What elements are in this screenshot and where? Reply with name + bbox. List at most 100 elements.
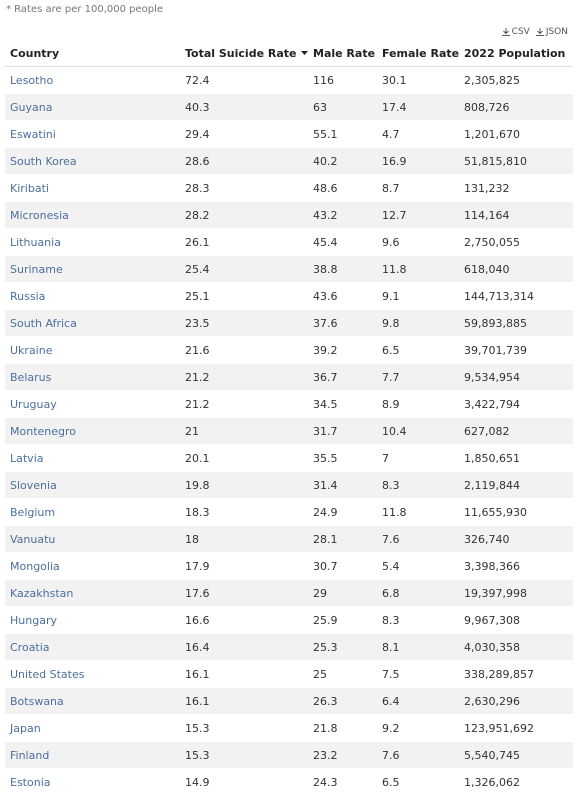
- cell: 6.4: [377, 687, 459, 715]
- country-link[interactable]: Montenegro: [5, 417, 180, 445]
- sort-icon: [301, 51, 309, 55]
- country-link[interactable]: Latvia: [5, 444, 180, 472]
- cell: 72.4: [180, 66, 308, 94]
- table-row: Japan 15.3 21.8 9.2 123,951,692: [5, 714, 573, 742]
- data-table: Country Total Suicide Rate Male Rate Female…: [5, 41, 573, 796]
- cell: 21.8: [308, 714, 377, 742]
- cell: 29: [308, 579, 377, 607]
- cell: 1,850,651: [459, 444, 573, 472]
- cell: 23.2: [308, 741, 377, 769]
- cell: 19,397,998: [459, 579, 573, 607]
- cell: 21.6: [180, 336, 308, 364]
- cell: 40.2: [308, 147, 377, 175]
- cell: 26.3: [308, 687, 377, 715]
- cell: 51,815,810: [459, 147, 573, 175]
- cell: 16.4: [180, 633, 308, 661]
- cell: 2,630,296: [459, 687, 573, 715]
- table-row: Slovenia 19.8 31.4 8.3 2,119,844: [5, 471, 573, 499]
- country-link[interactable]: Ukraine: [5, 336, 180, 364]
- cell: 59,893,885: [459, 309, 573, 337]
- column-header[interactable]: Total Suicide Rate: [180, 41, 309, 67]
- country-link[interactable]: Guyana: [5, 93, 180, 121]
- table-row: Vanuatu 18 28.1 7.6 326,740: [5, 525, 573, 553]
- country-link[interactable]: Eswatini: [5, 120, 180, 148]
- cell: 11.8: [377, 498, 459, 526]
- header-row: Country Total Suicide Rate Male Rate Female…: [5, 41, 573, 67]
- country-link[interactable]: Estonia: [5, 768, 180, 796]
- table-body: Lesotho 72.4 116 30.1 2,305,825 Guyana 40.3 63 1…: [5, 66, 573, 796]
- cell: 2,119,844: [459, 471, 573, 499]
- cell: 10.4: [377, 417, 459, 445]
- cell: 1,326,062: [459, 768, 573, 796]
- country-link[interactable]: Slovenia: [5, 471, 180, 499]
- country-link[interactable]: Kiribati: [5, 174, 180, 202]
- cell: 25.3: [308, 633, 377, 661]
- download-label: CSV: [511, 27, 530, 37]
- country-link[interactable]: United States: [5, 660, 180, 688]
- column-header[interactable]: Male Rate: [308, 41, 377, 67]
- table-row: Latvia 20.1 35.5 7 1,850,651: [5, 444, 573, 472]
- cell: 15.3: [180, 714, 308, 742]
- cell: 31.7: [308, 417, 377, 445]
- cell: 144,713,314: [459, 282, 573, 310]
- cell: 8.1: [377, 633, 459, 661]
- country-link[interactable]: Belarus: [5, 363, 180, 391]
- country-link[interactable]: Uruguay: [5, 390, 180, 418]
- cell: 9,534,954: [459, 363, 573, 391]
- country-link[interactable]: Russia: [5, 282, 180, 310]
- cell: 7: [377, 444, 459, 472]
- country-link[interactable]: Finland: [5, 741, 180, 769]
- country-link[interactable]: Lithuania: [5, 228, 180, 256]
- download-csv[interactable]: CSV: [501, 27, 530, 37]
- cell: 39.2: [308, 336, 377, 364]
- cell: 25.9: [308, 606, 377, 634]
- country-link[interactable]: South Korea: [5, 147, 180, 175]
- cell: 30.1: [377, 66, 459, 94]
- column-header[interactable]: Country: [5, 41, 180, 67]
- header-label: Male Rate: [313, 47, 376, 60]
- cell: 627,082: [459, 417, 573, 445]
- cell: 326,740: [459, 525, 573, 553]
- cell: 45.4: [308, 228, 377, 256]
- download-json[interactable]: JSON: [535, 27, 568, 37]
- cell: 8.3: [377, 471, 459, 499]
- table-row: Estonia 14.9 24.3 6.5 1,326,062: [5, 768, 573, 796]
- cell: 16.1: [180, 687, 308, 715]
- country-link[interactable]: South Africa: [5, 309, 180, 337]
- cell: 9,967,308: [459, 606, 573, 634]
- country-link[interactable]: Micronesia: [5, 201, 180, 229]
- country-link[interactable]: Japan: [5, 714, 180, 742]
- cell: 12.7: [377, 201, 459, 229]
- cell: 5,540,745: [459, 741, 573, 769]
- country-link[interactable]: Belgium: [5, 498, 180, 526]
- country-link[interactable]: Kazakhstan: [5, 579, 180, 607]
- table-row: Belgium 18.3 24.9 11.8 11,655,930: [5, 498, 573, 526]
- cell: 25: [308, 660, 377, 688]
- column-header[interactable]: 2022 Population: [459, 41, 573, 67]
- cell: 21: [180, 417, 308, 445]
- cell: 18: [180, 525, 308, 553]
- country-link[interactable]: Mongolia: [5, 552, 180, 580]
- country-link[interactable]: Vanuatu: [5, 525, 180, 553]
- table-row: Lesotho 72.4 116 30.1 2,305,825: [5, 66, 573, 94]
- country-link[interactable]: Hungary: [5, 606, 180, 634]
- cell: 2,750,055: [459, 228, 573, 256]
- table-row: Mongolia 17.9 30.7 5.4 3,398,366: [5, 552, 573, 580]
- country-link[interactable]: Botswana: [5, 687, 180, 715]
- country-link[interactable]: Suriname: [5, 255, 180, 283]
- cell: 9.2: [377, 714, 459, 742]
- cell: 8.3: [377, 606, 459, 634]
- cell: 36.7: [308, 363, 377, 391]
- cell: 4.7: [377, 120, 459, 148]
- cell: 14.9: [180, 768, 308, 796]
- cell: 3,398,366: [459, 552, 573, 580]
- cell: 9.6: [377, 228, 459, 256]
- cell: 28.1: [308, 525, 377, 553]
- country-link[interactable]: Lesotho: [5, 66, 180, 94]
- download-icon: [535, 28, 544, 36]
- country-link[interactable]: Croatia: [5, 633, 180, 661]
- page: * Rates are per 100,000 people CSV JSON …: [5, 4, 573, 796]
- column-header[interactable]: Female Rate: [377, 41, 459, 67]
- cell: 34.5: [308, 390, 377, 418]
- cell: 28.3: [180, 174, 308, 202]
